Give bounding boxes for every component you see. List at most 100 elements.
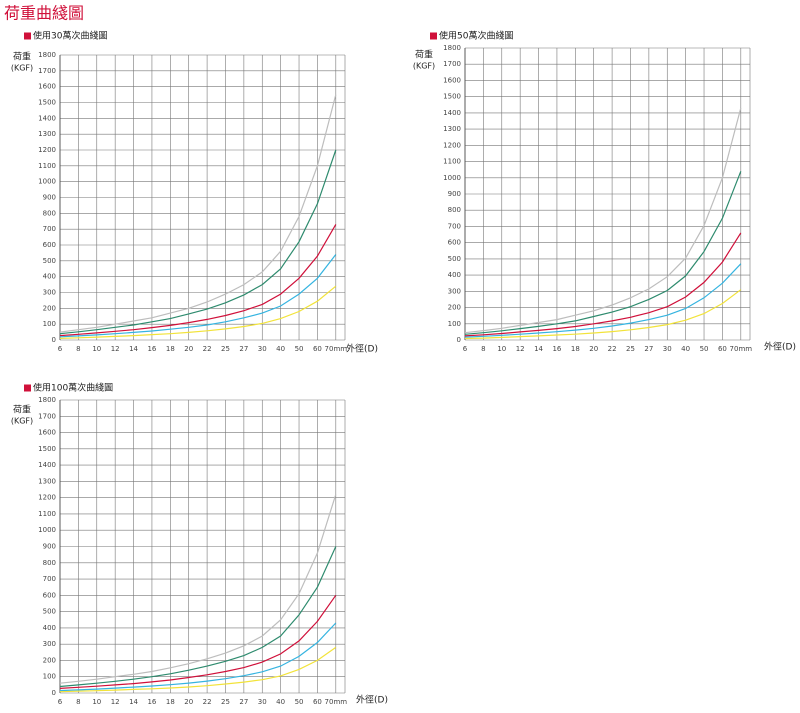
x-tick-label: 8 [76, 345, 80, 353]
x-tick-label: 14 [129, 698, 138, 706]
y-tick-label: 600 [448, 239, 461, 247]
x-tick-label: 22 [608, 345, 617, 353]
x-tick-label: 40 [276, 698, 285, 706]
y-tick-label: 900 [43, 543, 56, 551]
x-tick-label: 14 [129, 345, 138, 353]
x-tick-label: 6 [463, 345, 468, 353]
y-tick-label: 400 [43, 273, 56, 281]
x-tick-label: 27 [644, 345, 653, 353]
y-tick-label: 300 [43, 640, 56, 648]
x-tick-label: 25 [626, 345, 635, 353]
y-tick-label: 1700 [443, 60, 461, 68]
x-tick-label: 18 [166, 698, 175, 706]
x-tick-label: 10 [497, 345, 506, 353]
y-tick-label: 800 [43, 559, 56, 567]
y-tick-label: 1100 [38, 162, 56, 170]
x-tick-label: 27 [239, 698, 248, 706]
y-axis-label: 荷重 [13, 51, 31, 63]
x-tick-label: 70mm [730, 345, 753, 353]
x-tick-label: 12 [516, 345, 525, 353]
y-tick-label: 1200 [38, 146, 56, 154]
y-tick-label: 1800 [38, 396, 56, 404]
y-tick-label: 200 [448, 304, 461, 312]
series-line [59, 494, 337, 684]
y-tick-label: 1000 [443, 174, 461, 182]
x-tick-label: 25 [221, 345, 230, 353]
title-bullet [24, 384, 31, 392]
y-tick-label: 800 [43, 209, 56, 217]
y-tick-label: 1700 [38, 412, 56, 420]
y-tick-label: 1500 [443, 93, 461, 101]
x-tick-label: 22 [203, 345, 212, 353]
x-tick-label: 70mm [325, 698, 348, 706]
y-tick-label: 900 [43, 194, 56, 202]
x-tick-label: 22 [203, 698, 212, 706]
y-tick-label: 700 [448, 222, 461, 230]
series-line [464, 289, 742, 340]
series-line [59, 646, 337, 693]
y-tick-label: 1400 [443, 109, 461, 117]
y-tick-label: 1200 [38, 494, 56, 502]
series-line [464, 171, 742, 335]
x-tick-label: 16 [147, 345, 156, 353]
series-line [59, 94, 337, 333]
y-tick-label: 1600 [38, 429, 56, 437]
x-tick-label: 14 [534, 345, 543, 353]
x-tick-label: 27 [239, 345, 248, 353]
y-tick-label: 600 [43, 241, 56, 249]
x-tick-label: 70mm [325, 345, 348, 353]
x-tick-label: 40 [681, 345, 690, 353]
x-tick-label: 16 [147, 698, 156, 706]
y-axis-unit: (KGF) [11, 417, 33, 426]
x-tick-label: 10 [92, 345, 101, 353]
y-tick-label: 1700 [38, 67, 56, 75]
x-tick-label: 18 [166, 345, 175, 353]
y-tick-label: 1800 [443, 44, 461, 52]
y-tick-label: 300 [43, 289, 56, 297]
y-tick-label: 0 [52, 336, 56, 344]
series-line [464, 107, 742, 334]
y-tick-label: 100 [43, 320, 56, 328]
x-axis-label: 外徑(D) [356, 694, 388, 706]
series-line [59, 622, 337, 692]
chart-title: 使用50萬次曲綫圖 [439, 30, 513, 42]
x-tick-label: 50 [700, 345, 709, 353]
series-line [59, 149, 337, 335]
y-tick-label: 700 [43, 225, 56, 233]
x-axis-label: 外徑(D) [764, 341, 796, 353]
chart-title: 使用100萬次曲綫圖 [33, 382, 113, 394]
y-tick-label: 1100 [38, 510, 56, 518]
series-line [59, 594, 337, 689]
y-tick-label: 100 [43, 673, 56, 681]
x-tick-label: 12 [111, 345, 120, 353]
x-tick-label: 12 [111, 698, 120, 706]
x-axis-label: 外徑(D) [346, 343, 378, 355]
y-axis-label: 荷重 [13, 404, 31, 416]
x-tick-label: 50 [295, 345, 304, 353]
chart-title: 使用30萬次曲綫圖 [33, 30, 107, 42]
y-tick-label: 500 [448, 255, 461, 263]
x-tick-label: 60 [313, 345, 322, 353]
x-tick-label: 30 [258, 698, 267, 706]
y-tick-label: 1500 [38, 99, 56, 107]
y-tick-label: 0 [52, 689, 56, 697]
x-tick-label: 30 [663, 345, 672, 353]
y-tick-label: 1300 [38, 130, 56, 138]
x-tick-label: 16 [552, 345, 561, 353]
y-tick-label: 1800 [38, 51, 56, 59]
y-tick-label: 1100 [443, 158, 461, 166]
y-tick-label: 400 [43, 624, 56, 632]
series-line [59, 224, 337, 337]
y-tick-label: 500 [43, 257, 56, 265]
x-tick-label: 8 [76, 698, 80, 706]
y-tick-label: 800 [448, 206, 461, 214]
title-bullet [430, 32, 437, 40]
x-tick-label: 20 [589, 345, 598, 353]
x-tick-label: 8 [481, 345, 485, 353]
y-tick-label: 900 [448, 190, 461, 198]
series-line [464, 263, 742, 338]
y-tick-label: 1600 [38, 83, 56, 91]
y-tick-label: 1500 [38, 445, 56, 453]
x-tick-label: 6 [58, 345, 63, 353]
